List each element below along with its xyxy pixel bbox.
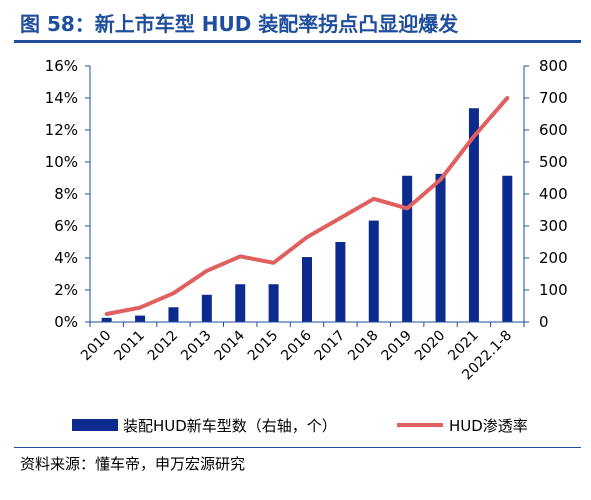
x-tick-label: 2015 — [245, 328, 282, 365]
left-tick-label: 16% — [45, 57, 78, 75]
legend-line-label: HUD渗透率 — [449, 417, 528, 435]
left-axis: 0% 2% 4% 6% 8% 10% 12% 14% 16% — [45, 57, 91, 331]
x-tick-label: 2011 — [111, 328, 148, 365]
chart: 0% 2% 4% 6% 8% 10% 12% 14% 16% 0 100 200 300 400 500 6… — [45, 57, 568, 435]
x-tick-label: 2013 — [178, 328, 215, 365]
bar — [135, 315, 146, 322]
x-tick-label: 2012 — [145, 328, 182, 365]
source-divider — [14, 447, 581, 448]
bar — [435, 173, 446, 322]
left-tick-label: 12% — [45, 121, 78, 139]
x-tick-label: 2018 — [345, 328, 382, 365]
right-tick-label: 500 — [539, 153, 568, 171]
left-tick-label: 10% — [45, 153, 78, 171]
right-tick-label: 700 — [539, 89, 568, 107]
x-tick-label: 2020 — [412, 328, 449, 365]
x-tick-label: 2017 — [312, 328, 349, 365]
left-tick-label: 6% — [54, 217, 78, 235]
right-tick-label: 0 — [539, 313, 549, 331]
x-axis: 2010201120122013201420152016201720182019… — [78, 321, 525, 383]
bar — [101, 317, 112, 322]
bar — [402, 175, 413, 322]
right-tick-label: 400 — [539, 185, 568, 203]
x-tick-label: 2014 — [212, 327, 249, 364]
right-tick-label: 100 — [539, 281, 568, 299]
figure-title: 图 58：新上市车型 HUD 装配率拐点凸显迎爆发 — [20, 12, 459, 36]
title-underline — [14, 40, 581, 43]
right-tick-label: 800 — [539, 57, 568, 75]
x-tick-label: 2010 — [78, 328, 115, 365]
bar — [168, 307, 179, 322]
left-tick-label: 8% — [54, 185, 78, 203]
bar — [268, 284, 279, 322]
right-tick-label: 300 — [539, 217, 568, 235]
right-tick-label: 600 — [539, 121, 568, 139]
right-tick-label: 200 — [539, 249, 568, 267]
legend-bar-swatch — [72, 419, 118, 431]
line-series — [104, 96, 510, 316]
source-note: 资料来源：懂车帝，申万宏源研究 — [20, 455, 246, 473]
x-tick-label: 2019 — [378, 328, 415, 365]
bar — [368, 220, 379, 322]
bar-series — [101, 108, 513, 323]
left-tick-label: 0% — [54, 313, 78, 331]
bar — [302, 257, 312, 322]
penetration-rate-line — [104, 96, 510, 316]
bar — [235, 284, 246, 322]
legend-bar-label: 装配HUD新车型数（右轴，个） — [123, 417, 337, 435]
bar — [201, 294, 212, 322]
legend: 装配HUD新车型数（右轴，个） HUD渗透率 — [72, 417, 528, 435]
bar — [335, 242, 346, 322]
left-tick-label: 14% — [45, 89, 78, 107]
left-tick-label: 2% — [54, 281, 78, 299]
x-tick-label: 2016 — [278, 327, 315, 364]
right-axis: 0 100 200 300 400 500 600 700 800 — [523, 57, 568, 331]
bar — [468, 108, 479, 323]
left-tick-label: 4% — [54, 249, 78, 267]
bar — [502, 175, 513, 322]
